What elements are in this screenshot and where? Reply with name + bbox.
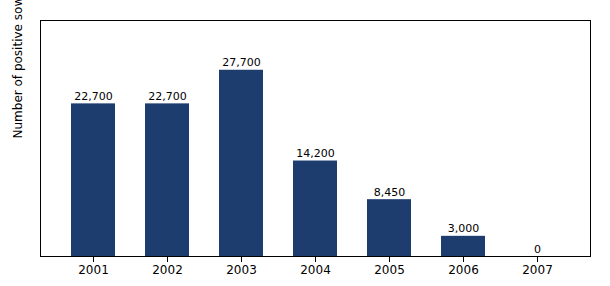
svg-text:2003: 2003 bbox=[226, 263, 257, 277]
svg-text:2005: 2005 bbox=[374, 263, 405, 277]
svg-text:8,450: 8,450 bbox=[374, 186, 406, 199]
svg-text:Number of positive sows: Number of positive sows bbox=[11, 0, 25, 139]
svg-text:2006: 2006 bbox=[448, 263, 479, 277]
svg-text:2002: 2002 bbox=[152, 263, 183, 277]
svg-text:14,200: 14,200 bbox=[296, 147, 335, 160]
svg-text:22,700: 22,700 bbox=[74, 90, 113, 103]
svg-text:3,000: 3,000 bbox=[448, 222, 480, 235]
svg-text:2001: 2001 bbox=[78, 263, 109, 277]
svg-text:2004: 2004 bbox=[300, 263, 331, 277]
svg-text:27,700: 27,700 bbox=[222, 56, 261, 69]
svg-text:2007: 2007 bbox=[522, 263, 553, 277]
svg-text:0: 0 bbox=[534, 243, 541, 256]
svg-text:22,700: 22,700 bbox=[148, 90, 187, 103]
